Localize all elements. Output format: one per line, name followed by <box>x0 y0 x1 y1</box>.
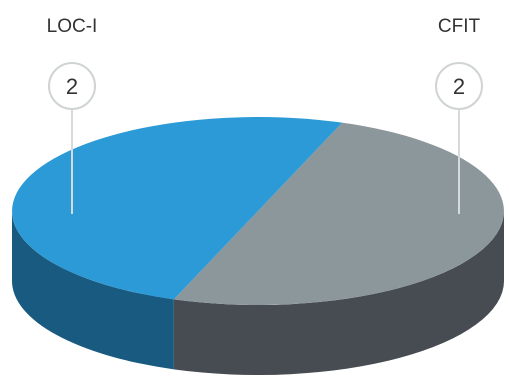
category-label-cfit: CFIT <box>438 16 481 37</box>
value-label-cfit: 2 <box>453 74 465 99</box>
pie-side-cfit <box>12 211 174 370</box>
pie-tops <box>12 117 504 305</box>
pie-slice-cfit <box>12 117 343 300</box>
pie-slice-loc-i <box>173 122 504 305</box>
pie-sides <box>12 211 505 376</box>
value-label-loc-i: 2 <box>66 74 78 99</box>
value-circle-cfit <box>435 62 483 110</box>
pie-side-loc-i <box>173 211 505 376</box>
pie-callouts: LOC-I 2 CFIT 2 <box>47 16 483 214</box>
value-circle-loc-i <box>48 62 96 110</box>
category-label-loc-i: LOC-I <box>47 16 98 37</box>
